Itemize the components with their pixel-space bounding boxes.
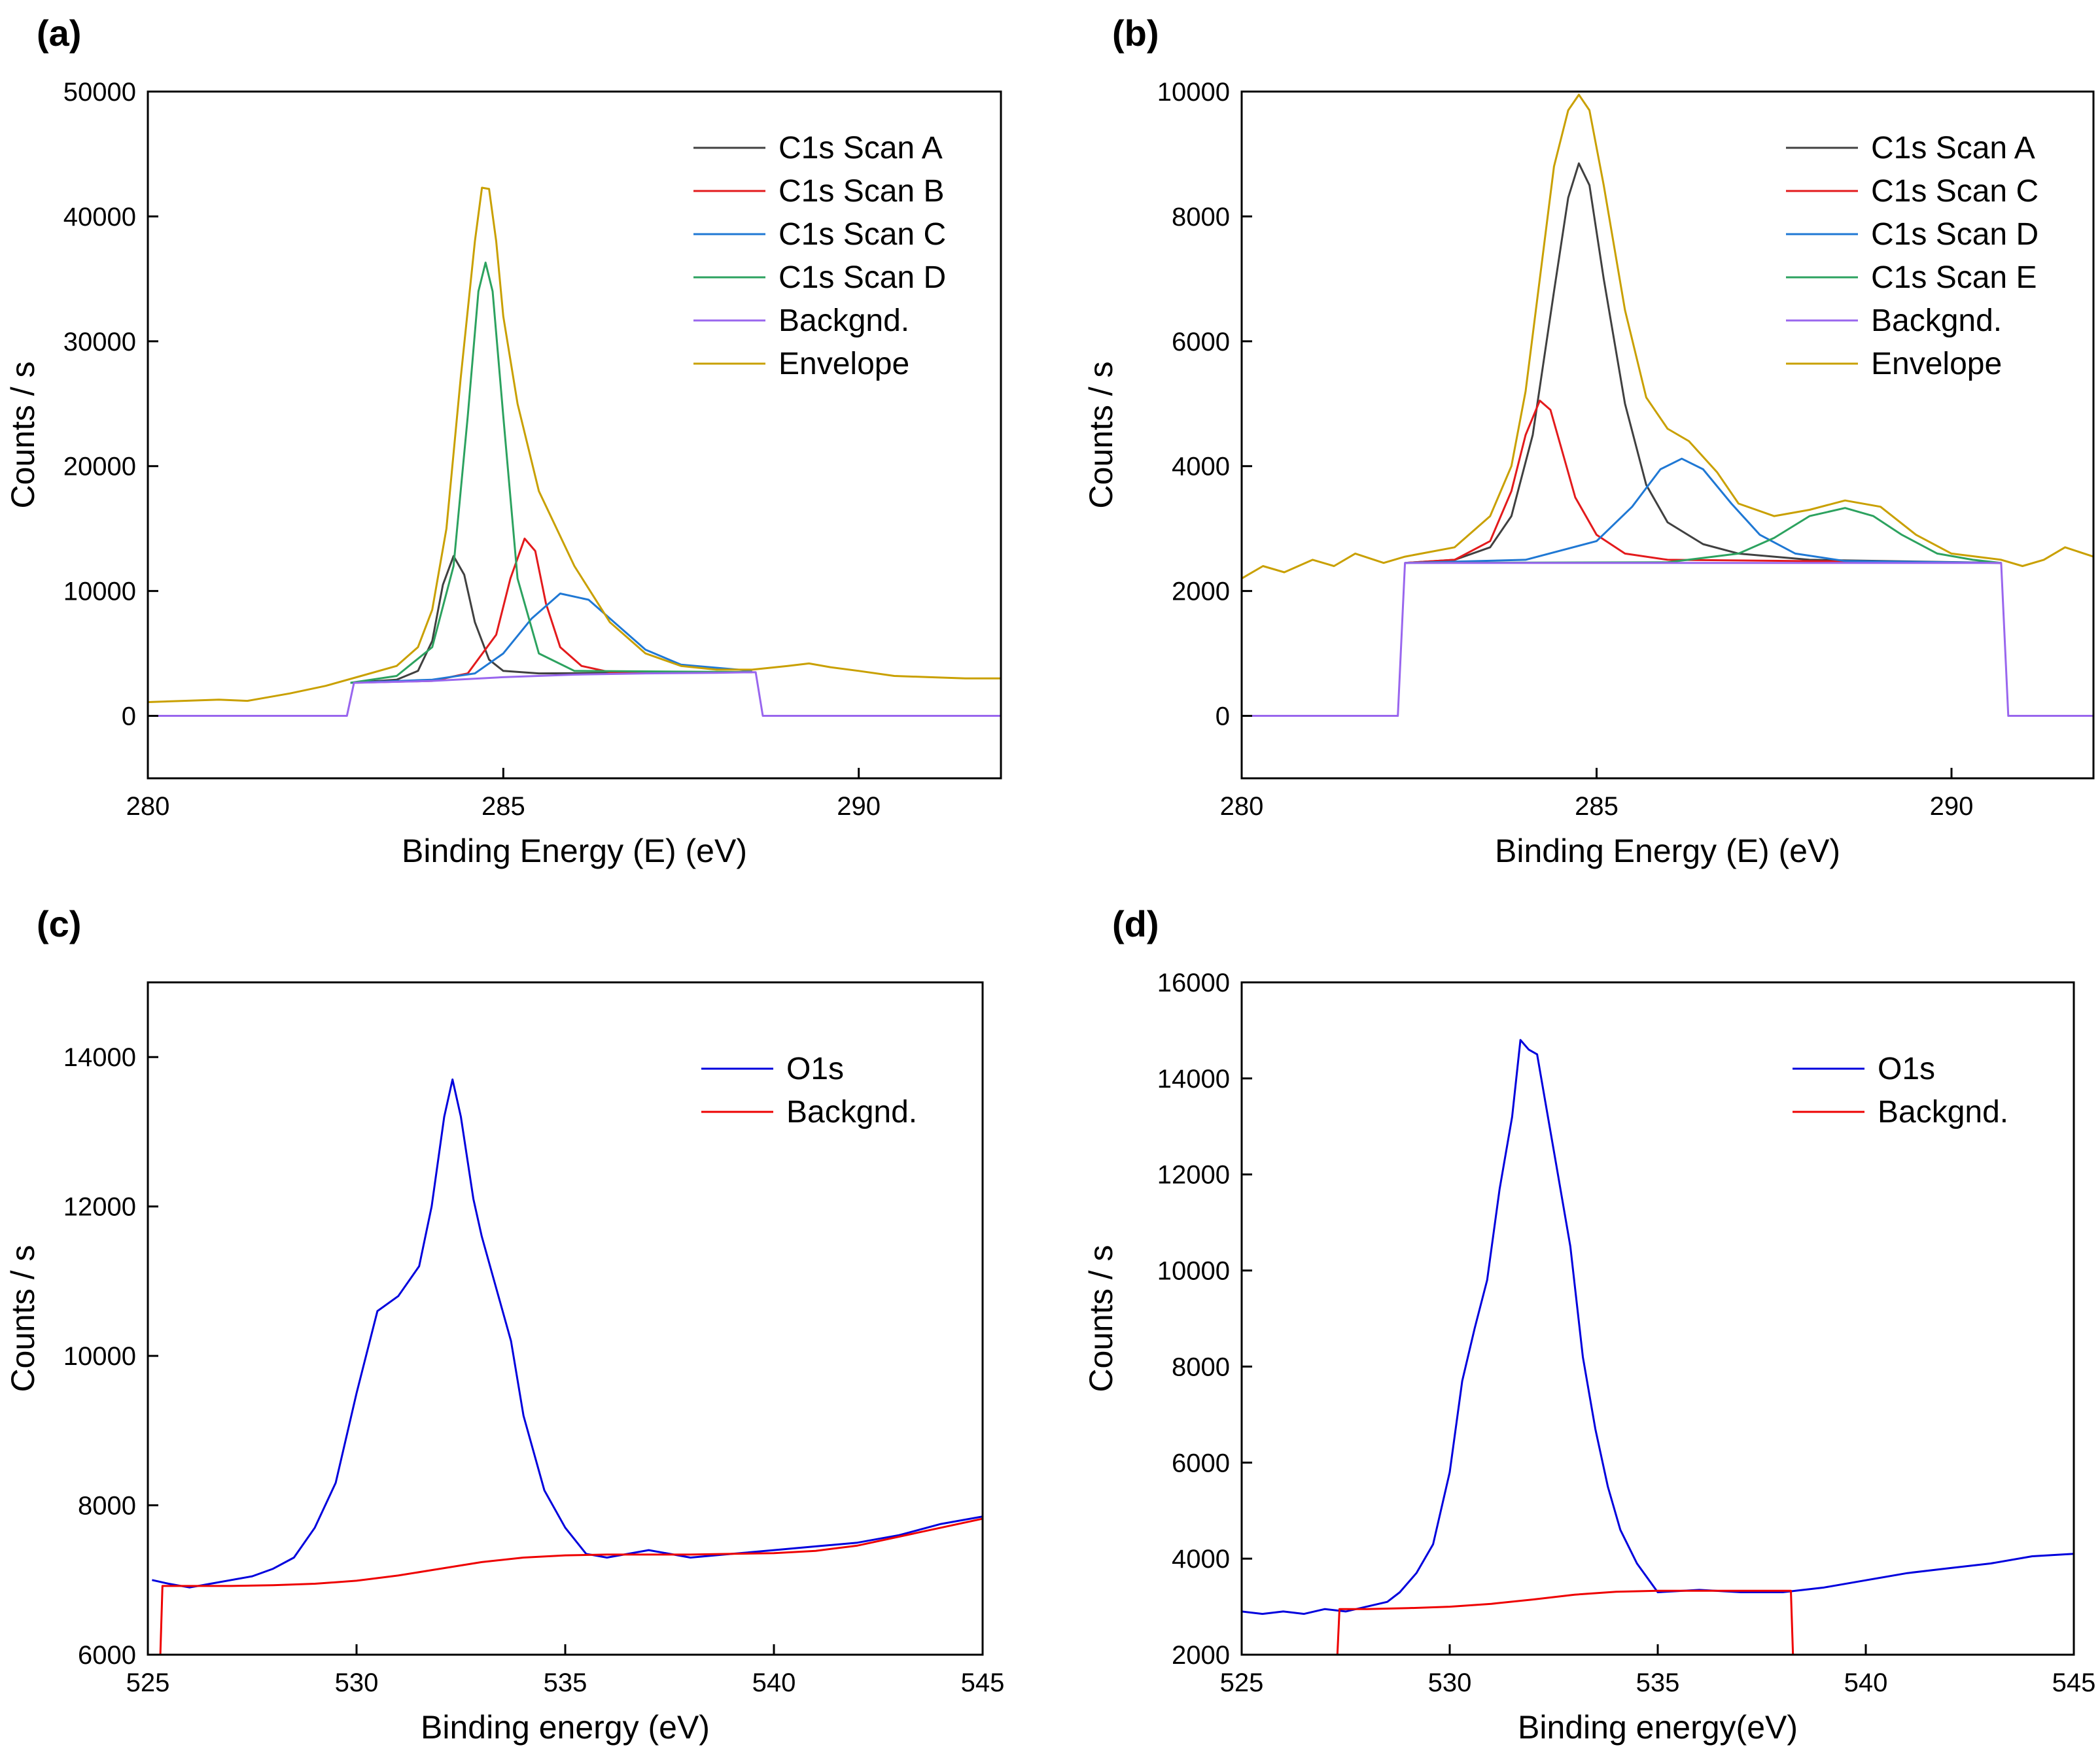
y-tick-label: 8000	[1172, 203, 1230, 232]
y-tick-label: 2000	[1172, 578, 1230, 606]
series-line-c1s-scan-e	[1405, 507, 2002, 564]
series-line-c1s-scan-b	[350, 538, 752, 684]
legend-label: Backgnd.	[1878, 1095, 2008, 1130]
y-axis-title: Counts / s	[5, 361, 41, 508]
x-tick-label: 545	[2052, 1668, 2096, 1697]
x-axis-title: Binding energy (eV)	[421, 1709, 710, 1746]
x-tick-label: 540	[752, 1668, 796, 1697]
series-line-envelope	[1242, 94, 2093, 579]
panel-label: (c)	[37, 903, 81, 944]
y-axis-title: Counts / s	[1083, 1245, 1119, 1392]
legend-label: C1s Scan D	[779, 260, 946, 295]
legend-label: O1s	[1878, 1052, 1935, 1086]
legend-label: C1s Scan E	[1871, 260, 2037, 295]
x-tick-label: 545	[961, 1668, 1005, 1697]
series-line-c1s-scan-a	[1405, 162, 2001, 564]
y-tick-label: 8000	[1172, 1353, 1230, 1381]
y-tick-label: 14000	[63, 1043, 136, 1072]
legend-label: Envelope	[1871, 347, 2002, 381]
legend-label: C1s Scan C	[1871, 174, 2039, 209]
x-tick-label: 540	[1844, 1668, 1888, 1697]
chart-panel-1: (a) 280 285 290 0 10000 20000 30000 40000 50000 Bi…	[5, 12, 1002, 869]
series-line-c1s-scan-c	[1405, 400, 2001, 564]
x-tick-label: 530	[1428, 1668, 1472, 1697]
x-axis-title: Binding Energy (E) (eV)	[402, 833, 747, 869]
legend-label: Envelope	[779, 347, 909, 381]
legend: O1s Backgnd.	[1793, 1052, 2008, 1130]
y-tick-label: 10000	[1157, 78, 1230, 107]
legend-label: C1s Scan A	[779, 131, 943, 165]
series-line-o1s	[152, 1078, 983, 1589]
y-tick-label: 6000	[1172, 328, 1230, 356]
y-tick-label: 20000	[63, 453, 136, 481]
plot-frame	[1240, 90, 2095, 780]
x-tick-label: 280	[126, 792, 170, 821]
y-tick-label: 30000	[63, 328, 136, 356]
plot-frame	[147, 90, 1002, 780]
panel-label: (b)	[1112, 12, 1159, 54]
x-tick-label: 525	[1220, 1668, 1264, 1697]
panel-label: (d)	[1112, 903, 1159, 944]
y-tick-label: 2000	[1172, 1641, 1230, 1670]
y-tick-label: 50000	[63, 78, 136, 107]
y-tick-label: 8000	[78, 1492, 136, 1521]
series-line-backgnd-	[1336, 1589, 1794, 1655]
y-tick-label: 14000	[1157, 1065, 1230, 1094]
x-tick-label: 290	[837, 792, 881, 821]
legend-label: O1s	[786, 1052, 844, 1086]
legend: C1s Scan A C1s Scan C C1s Scan D C1s Scan E…	[1786, 131, 2039, 381]
y-tick-label: 4000	[1172, 453, 1230, 481]
legend-label: C1s Scan D	[1871, 217, 2039, 252]
x-tick-label: 535	[1636, 1668, 1680, 1697]
y-axis-title: Counts / s	[1083, 361, 1119, 508]
y-tick-label: 16000	[1157, 969, 1230, 997]
series-line-backgnd-	[159, 1517, 983, 1655]
chart-panel-3: (c) 525 530 535 540 545 6000 8000 10000 12000 1400…	[5, 903, 1004, 1746]
y-axis-title: Counts / s	[5, 1245, 41, 1392]
series-line-envelope	[148, 186, 1001, 703]
legend-label: Backgnd.	[779, 303, 909, 338]
x-tick-label: 285	[481, 792, 525, 821]
chart-panel-2: (b) 280 285 290 0 2000 4000 6000 8000 10000 Bindin…	[1083, 12, 2095, 869]
y-tick-label: 4000	[1172, 1545, 1230, 1574]
series-line-c1s-scan-d	[350, 262, 752, 684]
legend: C1s Scan A C1s Scan B C1s Scan C C1s Scan D…	[693, 131, 946, 381]
y-tick-label: 10000	[1157, 1257, 1230, 1286]
series-line-c1s-scan-c	[350, 593, 752, 684]
x-tick-label: 290	[1930, 792, 1974, 821]
x-axis-title: Binding Energy (E) (eV)	[1495, 833, 1840, 869]
x-tick-label: 530	[335, 1668, 379, 1697]
x-tick-label: 285	[1575, 792, 1619, 821]
y-tick-label: 12000	[1157, 1161, 1230, 1190]
series-line-c1s-scan-a	[350, 555, 752, 684]
series-line-c1s-scan-d	[1405, 457, 2001, 564]
legend: O1s Backgnd.	[701, 1052, 917, 1130]
plot-frame	[147, 981, 984, 1656]
series-line-backgnd-	[148, 671, 1001, 717]
y-tick-label: 6000	[1172, 1449, 1230, 1477]
y-tick-label: 10000	[63, 1342, 136, 1371]
y-tick-label: 10000	[63, 578, 136, 606]
panel-label: (a)	[37, 12, 81, 54]
legend-label: C1s Scan B	[779, 174, 944, 209]
x-axis-title: Binding energy(eV)	[1518, 1709, 1798, 1746]
x-tick-label: 280	[1220, 792, 1264, 821]
series-line-o1s	[1242, 1039, 2074, 1615]
y-tick-label: 0	[1216, 702, 1230, 731]
x-tick-label: 525	[126, 1668, 170, 1697]
plot-frame	[1240, 981, 2075, 1656]
y-tick-label: 6000	[78, 1641, 136, 1670]
legend-label: C1s Scan C	[779, 217, 946, 252]
legend-label: Backgnd.	[1871, 303, 2002, 338]
series-line-backgnd-	[1242, 562, 2093, 717]
y-tick-label: 40000	[63, 203, 136, 232]
x-tick-label: 535	[544, 1668, 587, 1697]
y-tick-label: 0	[122, 702, 136, 731]
chart-panel-4: (d) 525 530 535 540 545 2000 4000 6000 8000 10000 1…	[1083, 903, 2095, 1746]
legend-label: C1s Scan A	[1871, 131, 2035, 165]
legend-label: Backgnd.	[786, 1095, 917, 1130]
y-tick-label: 12000	[63, 1193, 136, 1222]
